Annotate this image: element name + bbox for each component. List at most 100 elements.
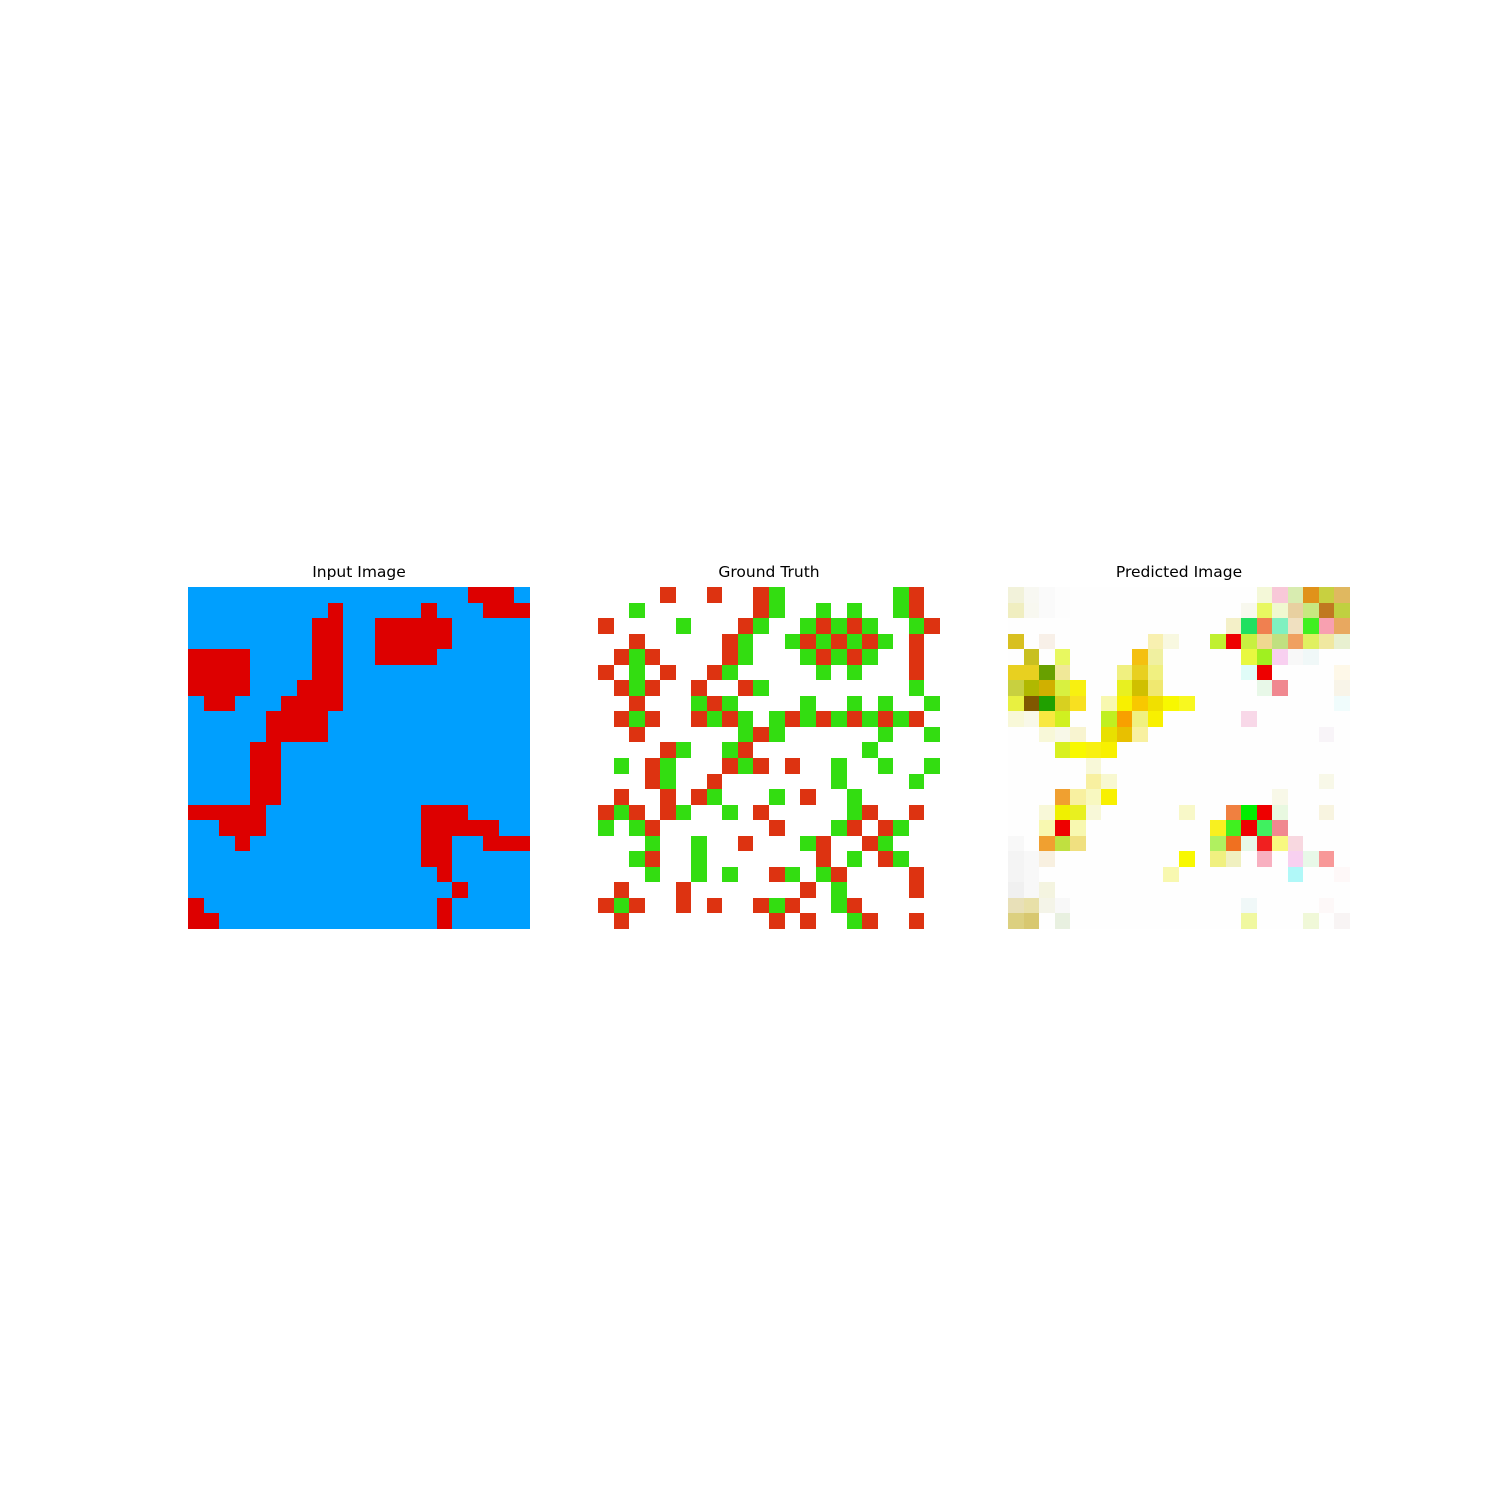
input-pixel (405, 789, 422, 805)
input-pixel (327, 835, 344, 852)
predicted-pixel (1241, 695, 1257, 712)
input-pixel (219, 695, 235, 712)
truth-pixel (846, 851, 863, 867)
predicted-pixel (1241, 664, 1257, 681)
predicted-pixel (1023, 726, 1040, 743)
predicted-pixel (1039, 851, 1055, 867)
truth-pixel (629, 851, 645, 867)
truth-pixel (784, 726, 801, 743)
predicted-pixel (1085, 649, 1102, 665)
input-pixel (188, 897, 204, 914)
predicted-pixel (1054, 633, 1071, 650)
truth-pixel (924, 820, 940, 836)
predicted-pixel (1225, 618, 1242, 634)
truth-pixel (706, 649, 723, 665)
truth-pixel (862, 866, 878, 883)
truth-pixel (862, 789, 878, 805)
predicted-pixel (1241, 820, 1257, 836)
input-pixel (390, 618, 406, 634)
predicted-pixel (1303, 866, 1319, 883)
predicted-pixel (1194, 758, 1211, 774)
truth-pixel (753, 773, 769, 790)
predicted-pixel (1054, 773, 1071, 790)
predicted-pixel (1241, 680, 1257, 696)
truth-pixel (815, 866, 832, 883)
input-pixel (467, 773, 484, 790)
truth-pixel (815, 633, 832, 650)
input-pixel (203, 649, 220, 665)
truth-pixel (877, 602, 894, 619)
input-pixel (514, 882, 530, 898)
input-pixel (467, 695, 484, 712)
predicted-pixel (1147, 664, 1164, 681)
input-pixel (265, 820, 282, 836)
input-pixel (436, 835, 453, 852)
truth-pixel (691, 851, 707, 867)
input-pixel (359, 680, 375, 696)
predicted-pixel (1318, 649, 1335, 665)
predicted-pixel (1163, 680, 1179, 696)
predicted-pixel (1163, 726, 1179, 743)
truth-pixel (753, 804, 769, 821)
input-pixel (250, 866, 266, 883)
predicted-pixel (1334, 773, 1350, 790)
input-pixel (405, 913, 422, 929)
truth-pixel (908, 851, 925, 867)
truth-pixel (753, 897, 769, 914)
truth-pixel (691, 664, 707, 681)
input-pixel (203, 897, 220, 914)
predicted-pixel (1318, 897, 1335, 914)
truth-pixel (675, 618, 692, 634)
predicted-pixel (1101, 882, 1117, 898)
input-pixel (421, 633, 437, 650)
truth-pixel (769, 695, 785, 712)
predicted-pixel (1008, 695, 1024, 712)
input-pixel (374, 680, 391, 696)
truth-pixel (893, 726, 909, 743)
input-pixel (436, 602, 453, 619)
input-pixel (219, 618, 235, 634)
input-pixel (219, 804, 235, 821)
input-pixel (374, 587, 391, 603)
input-pixel (467, 711, 484, 727)
truth-pixel (831, 649, 847, 665)
predicted-pixel (1303, 882, 1319, 898)
predicted-pixel (1132, 897, 1148, 914)
truth-pixel (784, 789, 801, 805)
predicted-pixel (1256, 602, 1273, 619)
truth-pixel (846, 804, 863, 821)
truth-pixel (598, 711, 614, 727)
truth-pixel (924, 680, 940, 696)
truth-pixel (660, 773, 676, 790)
predicted-pixel (1318, 618, 1335, 634)
input-pixel (405, 851, 422, 867)
input-pixel (265, 680, 282, 696)
predicted-pixel (1194, 789, 1211, 805)
input-pixel (250, 882, 266, 898)
predicted-pixel (1054, 851, 1071, 867)
truth-pixel (691, 773, 707, 790)
predicted-pixel (1334, 758, 1350, 774)
input-pixel (374, 711, 391, 727)
predicted-pixel (1287, 835, 1304, 852)
truth-pixel (706, 695, 723, 712)
input-pixel (219, 664, 235, 681)
input-pixel (234, 618, 251, 634)
input-pixel (234, 633, 251, 650)
input-pixel (514, 618, 530, 634)
input-pixel (436, 897, 453, 914)
predicted-pixel (1070, 649, 1086, 665)
predicted-pixel (1116, 773, 1133, 790)
truth-pixel (769, 773, 785, 790)
predicted-pixel (1085, 711, 1102, 727)
input-pixel (281, 820, 297, 836)
input-pixel (296, 633, 313, 650)
truth-pixel (862, 758, 878, 774)
truth-pixel (831, 602, 847, 619)
truth-pixel (675, 664, 692, 681)
input-pixel (203, 664, 220, 681)
truth-pixel (691, 602, 707, 619)
predicted-pixel (1116, 882, 1133, 898)
input-pixel (498, 804, 515, 821)
truth-pixel (862, 804, 878, 821)
